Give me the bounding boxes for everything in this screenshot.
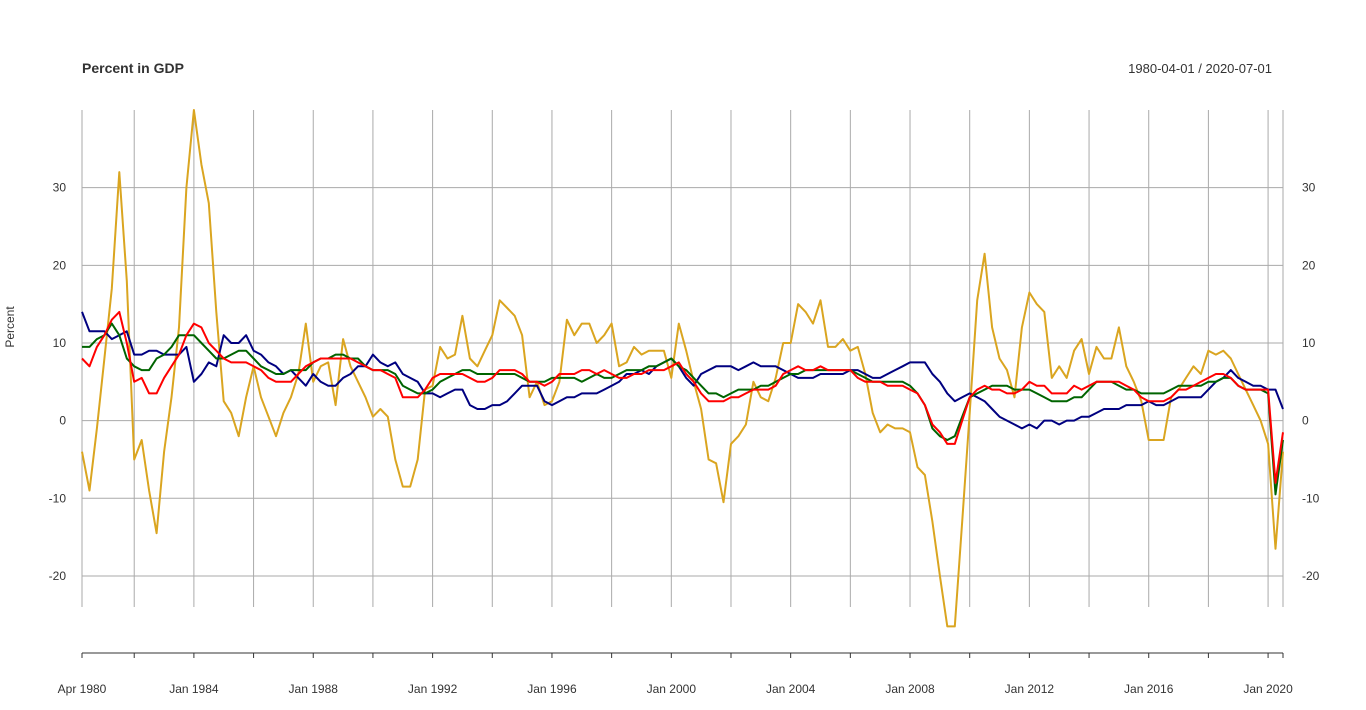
y-tick-label-left: -10	[49, 491, 67, 505]
y-axis-label: Percent	[3, 306, 17, 348]
x-tick-label: Jan 2016	[1124, 682, 1174, 696]
x-tick-label: Jan 2020	[1243, 682, 1293, 696]
y-tick-label-left: 30	[53, 181, 67, 195]
chart-title: Percent in GDP	[82, 60, 184, 76]
y-tick-label-left: -20	[49, 569, 67, 583]
x-tick-label: Jan 1996	[527, 682, 577, 696]
x-tick-label: Jan 2008	[885, 682, 935, 696]
y-tick-label-right: 30	[1302, 181, 1316, 195]
series-layer	[81, 109, 1284, 628]
series-line-series-red	[81, 310, 1284, 484]
x-tick-label: Jan 1984	[169, 682, 219, 696]
x-tick-label: Jan 1992	[408, 682, 458, 696]
y-tick-label-right: 10	[1302, 336, 1316, 350]
x-tick-label: Apr 1980	[58, 682, 107, 696]
series-line-series-gold	[81, 109, 1284, 628]
y-tick-label-left: 0	[59, 414, 66, 428]
y-tick-label-left: 10	[53, 336, 67, 350]
x-tick-label: Jan 2012	[1005, 682, 1055, 696]
grid-layer	[81, 110, 1284, 607]
axis-layer: 30 30 20 20 10 10 0 0 -10 -10 -20 -20 Apr 1980 Jan 19…	[49, 181, 1320, 696]
x-tick-label: Jan 1988	[289, 682, 339, 696]
y-tick-label-left: 20	[53, 258, 67, 272]
y-tick-label-right: 20	[1302, 258, 1316, 272]
series-line-series-navy	[81, 311, 1284, 430]
x-tick-label: Jan 2004	[766, 682, 816, 696]
x-tick-label: Jan 2000	[647, 682, 697, 696]
y-tick-label-right: 0	[1302, 414, 1309, 428]
y-tick-label-right: -10	[1302, 491, 1320, 505]
date-range-label: 1980-04-01 / 2020-07-01	[1128, 61, 1272, 76]
y-tick-label-right: -20	[1302, 569, 1320, 583]
